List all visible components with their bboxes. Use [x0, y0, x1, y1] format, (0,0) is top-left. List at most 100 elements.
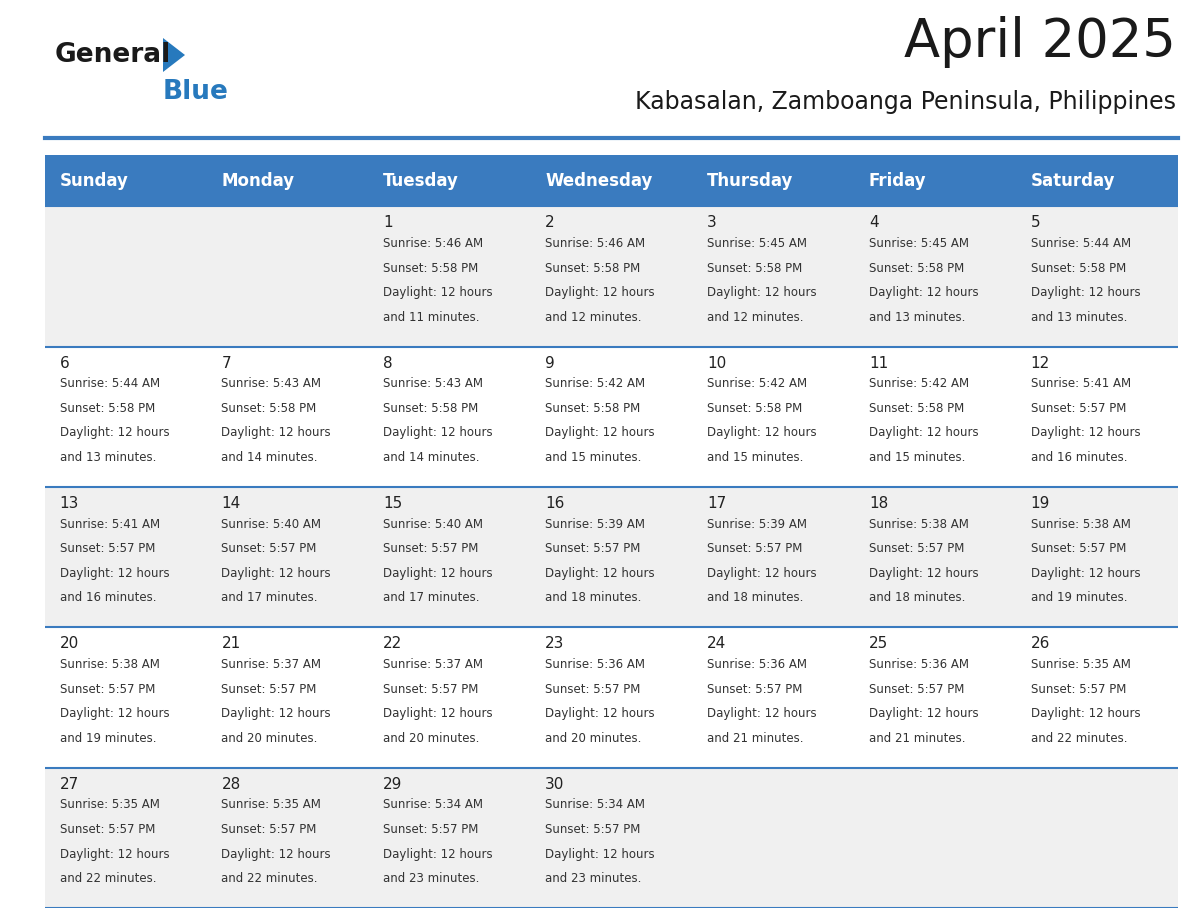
Text: 19: 19: [1031, 496, 1050, 511]
Text: April 2025: April 2025: [904, 16, 1176, 68]
Text: and 14 minutes.: and 14 minutes.: [384, 451, 480, 464]
Text: Sunrise: 5:37 AM: Sunrise: 5:37 AM: [384, 658, 484, 671]
Text: Sunrise: 5:41 AM: Sunrise: 5:41 AM: [1031, 377, 1131, 390]
Text: and 15 minutes.: and 15 minutes.: [707, 451, 803, 464]
Text: Sunrise: 5:38 AM: Sunrise: 5:38 AM: [1031, 518, 1131, 531]
Text: Daylight: 12 hours: Daylight: 12 hours: [707, 707, 816, 721]
Text: 15: 15: [384, 496, 403, 511]
Text: Sunrise: 5:38 AM: Sunrise: 5:38 AM: [868, 518, 968, 531]
Text: Sunrise: 5:40 AM: Sunrise: 5:40 AM: [221, 518, 322, 531]
Text: 1: 1: [384, 215, 393, 230]
Text: Sunset: 5:57 PM: Sunset: 5:57 PM: [384, 543, 479, 555]
Text: Sunset: 5:57 PM: Sunset: 5:57 PM: [384, 683, 479, 696]
Text: Sunset: 5:57 PM: Sunset: 5:57 PM: [868, 543, 965, 555]
Text: Daylight: 12 hours: Daylight: 12 hours: [545, 847, 655, 860]
Text: Sunset: 5:58 PM: Sunset: 5:58 PM: [1031, 262, 1126, 274]
Text: Friday: Friday: [868, 172, 927, 190]
Text: Daylight: 12 hours: Daylight: 12 hours: [868, 286, 979, 299]
Bar: [45, 207, 1178, 347]
Text: Sunrise: 5:43 AM: Sunrise: 5:43 AM: [221, 377, 322, 390]
Text: Thursday: Thursday: [707, 172, 794, 190]
Text: and 15 minutes.: and 15 minutes.: [868, 451, 965, 464]
Text: Sunrise: 5:44 AM: Sunrise: 5:44 AM: [1031, 237, 1131, 250]
Text: Daylight: 12 hours: Daylight: 12 hours: [384, 707, 493, 721]
Text: Daylight: 12 hours: Daylight: 12 hours: [221, 847, 331, 860]
Bar: [45, 487, 1178, 627]
Text: Sunset: 5:57 PM: Sunset: 5:57 PM: [384, 823, 479, 836]
Text: Sunrise: 5:39 AM: Sunrise: 5:39 AM: [707, 518, 807, 531]
Text: Sunrise: 5:46 AM: Sunrise: 5:46 AM: [384, 237, 484, 250]
Text: Daylight: 12 hours: Daylight: 12 hours: [1031, 566, 1140, 580]
Text: 6: 6: [59, 355, 69, 371]
Text: Daylight: 12 hours: Daylight: 12 hours: [545, 286, 655, 299]
Text: Sunset: 5:57 PM: Sunset: 5:57 PM: [221, 543, 317, 555]
Text: Daylight: 12 hours: Daylight: 12 hours: [384, 847, 493, 860]
Text: 21: 21: [221, 636, 241, 651]
Text: and 22 minutes.: and 22 minutes.: [1031, 732, 1127, 744]
Text: Sunset: 5:58 PM: Sunset: 5:58 PM: [868, 402, 965, 415]
Text: and 12 minutes.: and 12 minutes.: [545, 310, 642, 324]
Text: Daylight: 12 hours: Daylight: 12 hours: [868, 566, 979, 580]
Text: Sunset: 5:57 PM: Sunset: 5:57 PM: [221, 683, 317, 696]
Text: Daylight: 12 hours: Daylight: 12 hours: [1031, 286, 1140, 299]
Text: 8: 8: [384, 355, 393, 371]
Text: Sunset: 5:57 PM: Sunset: 5:57 PM: [1031, 683, 1126, 696]
Text: Daylight: 12 hours: Daylight: 12 hours: [59, 707, 169, 721]
Bar: [45, 155, 1178, 207]
Text: Sunrise: 5:38 AM: Sunrise: 5:38 AM: [59, 658, 159, 671]
Text: Daylight: 12 hours: Daylight: 12 hours: [384, 427, 493, 440]
Text: Sunrise: 5:42 AM: Sunrise: 5:42 AM: [707, 377, 807, 390]
Text: and 14 minutes.: and 14 minutes.: [221, 451, 318, 464]
Text: Sunrise: 5:45 AM: Sunrise: 5:45 AM: [707, 237, 807, 250]
Text: Blue: Blue: [163, 79, 229, 105]
Text: Sunrise: 5:44 AM: Sunrise: 5:44 AM: [59, 377, 159, 390]
Text: Sunset: 5:58 PM: Sunset: 5:58 PM: [384, 262, 479, 274]
Text: and 12 minutes.: and 12 minutes.: [707, 310, 803, 324]
Text: Sunset: 5:57 PM: Sunset: 5:57 PM: [707, 543, 802, 555]
Polygon shape: [163, 38, 185, 72]
Text: Sunset: 5:57 PM: Sunset: 5:57 PM: [545, 683, 640, 696]
Text: Daylight: 12 hours: Daylight: 12 hours: [59, 427, 169, 440]
Text: 24: 24: [707, 636, 726, 651]
Text: Sunrise: 5:46 AM: Sunrise: 5:46 AM: [545, 237, 645, 250]
Text: and 18 minutes.: and 18 minutes.: [868, 591, 965, 604]
Text: Daylight: 12 hours: Daylight: 12 hours: [59, 566, 169, 580]
Text: and 13 minutes.: and 13 minutes.: [1031, 310, 1127, 324]
Text: Daylight: 12 hours: Daylight: 12 hours: [384, 286, 493, 299]
Text: Daylight: 12 hours: Daylight: 12 hours: [868, 707, 979, 721]
Text: and 20 minutes.: and 20 minutes.: [221, 732, 318, 744]
Text: Daylight: 12 hours: Daylight: 12 hours: [221, 707, 331, 721]
Text: Sunrise: 5:36 AM: Sunrise: 5:36 AM: [868, 658, 969, 671]
Text: Daylight: 12 hours: Daylight: 12 hours: [707, 427, 816, 440]
Text: Daylight: 12 hours: Daylight: 12 hours: [1031, 707, 1140, 721]
Text: Monday: Monday: [221, 172, 295, 190]
Text: General: General: [55, 42, 171, 68]
Text: 13: 13: [59, 496, 78, 511]
Text: Daylight: 12 hours: Daylight: 12 hours: [545, 427, 655, 440]
Text: Sunrise: 5:35 AM: Sunrise: 5:35 AM: [221, 799, 321, 812]
Text: Sunrise: 5:40 AM: Sunrise: 5:40 AM: [384, 518, 484, 531]
Text: 7: 7: [221, 355, 230, 371]
Text: and 22 minutes.: and 22 minutes.: [59, 872, 156, 885]
Text: Sunrise: 5:35 AM: Sunrise: 5:35 AM: [1031, 658, 1131, 671]
Text: 28: 28: [221, 777, 241, 791]
Text: Sunset: 5:57 PM: Sunset: 5:57 PM: [707, 683, 802, 696]
Text: 25: 25: [868, 636, 889, 651]
Text: Daylight: 12 hours: Daylight: 12 hours: [59, 847, 169, 860]
Text: Sunset: 5:57 PM: Sunset: 5:57 PM: [545, 543, 640, 555]
Text: Daylight: 12 hours: Daylight: 12 hours: [545, 566, 655, 580]
Text: and 11 minutes.: and 11 minutes.: [384, 310, 480, 324]
Text: Sunset: 5:57 PM: Sunset: 5:57 PM: [221, 823, 317, 836]
Text: Sunset: 5:58 PM: Sunset: 5:58 PM: [221, 402, 317, 415]
Text: Sunset: 5:58 PM: Sunset: 5:58 PM: [868, 262, 965, 274]
Text: and 23 minutes.: and 23 minutes.: [545, 872, 642, 885]
Text: Sunrise: 5:45 AM: Sunrise: 5:45 AM: [868, 237, 969, 250]
Text: 23: 23: [545, 636, 564, 651]
Text: Sunrise: 5:42 AM: Sunrise: 5:42 AM: [868, 377, 969, 390]
Text: Daylight: 12 hours: Daylight: 12 hours: [1031, 427, 1140, 440]
Text: 16: 16: [545, 496, 564, 511]
Text: and 19 minutes.: and 19 minutes.: [1031, 591, 1127, 604]
Text: 26: 26: [1031, 636, 1050, 651]
Text: Sunset: 5:58 PM: Sunset: 5:58 PM: [707, 262, 802, 274]
Text: and 21 minutes.: and 21 minutes.: [707, 732, 803, 744]
